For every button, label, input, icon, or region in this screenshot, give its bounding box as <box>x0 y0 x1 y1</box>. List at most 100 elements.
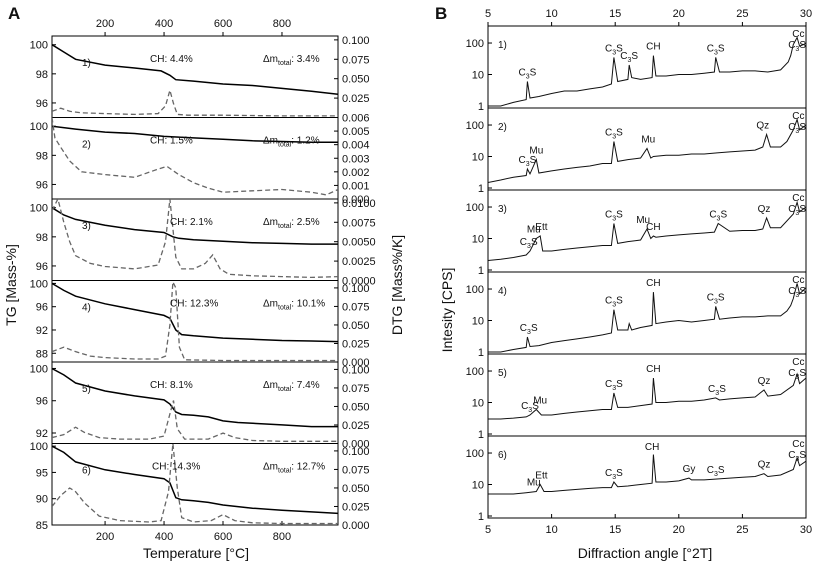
peak-label-c3s: C3S <box>521 401 539 414</box>
dtg-tick-label: 0.0000 <box>342 276 376 288</box>
peak-label-c3s: C3S <box>788 40 806 53</box>
dtg-curve <box>52 87 338 117</box>
panel-number: 2) <box>498 122 507 133</box>
tg-tick-label: 100 <box>30 363 48 375</box>
dtg-tick-label: 0.005 <box>342 126 370 138</box>
tg-tick-label: 100 <box>30 278 48 290</box>
intensity-tick-label: 1 <box>478 511 484 523</box>
peak-label-c3s: C3S <box>788 450 806 463</box>
intensity-tick-label: 100 <box>466 284 484 296</box>
intensity-tick-label: 100 <box>466 38 484 50</box>
ch-content-label: CH: 4.4% <box>150 54 193 65</box>
peak-label-cc: Cc <box>792 29 804 40</box>
panel-number: 4) <box>82 303 91 314</box>
intensity-tick-label: 10 <box>472 480 484 492</box>
top-temperature-tick-label: 200 <box>96 18 114 30</box>
dtg-tick-label: 0.075 <box>342 54 370 66</box>
tg-tick-label: 100 <box>30 441 48 453</box>
dtg-tick-label: 0.075 <box>342 301 370 313</box>
peak-label-c3s: C3S <box>605 468 623 481</box>
panel-frame <box>51 280 339 363</box>
panel-number: 6) <box>82 466 91 477</box>
intensity-tick-label: 100 <box>466 120 484 132</box>
top-angle-tick-label: 30 <box>800 8 812 20</box>
panel-number: 3) <box>82 221 91 232</box>
intensity-tick-label: 1 <box>478 429 484 441</box>
angle-tick-label: 25 <box>736 524 748 536</box>
peak-label-cc: Cc <box>792 111 804 122</box>
dtg-tick-label: 0.0100 <box>342 198 376 210</box>
peak-label-c3s: C3S <box>620 51 638 64</box>
peak-label-c3s: C3S <box>605 296 623 309</box>
xrd-x-axis-label: Diffraction angle [°2Τ] <box>578 545 713 561</box>
temperature-tick-label: 800 <box>273 531 291 543</box>
xrd-pattern <box>488 283 806 353</box>
intensity-tick-label: 1 <box>478 101 484 113</box>
tg-curve <box>52 207 338 245</box>
peak-label-ch: CH <box>646 222 660 233</box>
intensity-tick-label: 1 <box>478 265 484 277</box>
peak-label-mu: Mu <box>527 477 541 488</box>
dtg-tick-label: 0.000 <box>342 194 370 206</box>
dtg-tick-label: 0.100 <box>342 364 370 376</box>
peak-label-cc: Cc <box>792 439 804 450</box>
dtg-tick-label: 0.000 <box>342 357 370 369</box>
tg-tick-label: 100 <box>30 203 48 215</box>
peak-label-ett: Ett <box>535 222 547 233</box>
xrd-pattern <box>488 117 806 183</box>
panel-number: 1) <box>82 58 91 69</box>
peak-label-c3s: C3S <box>520 323 538 336</box>
tg-curve <box>52 44 338 95</box>
peak-label-mu: Mu <box>641 134 655 145</box>
panel-frame <box>487 435 807 519</box>
intensity-tick-label: 100 <box>466 366 484 378</box>
peak-label-mu: Mu <box>527 225 541 236</box>
ch-content-label: CH: 12.3% <box>170 299 218 310</box>
mass-loss-label: Δmtotal: 7.4% <box>263 380 320 393</box>
peak-label-c3s: C3S <box>605 127 623 140</box>
peak-label-c3s: C3S <box>707 43 725 56</box>
top-angle-tick-label: 5 <box>485 8 491 20</box>
mass-loss-label: Δmtotal: 3.4% <box>263 54 320 67</box>
ch-content-label: CH: 8.1% <box>150 380 193 391</box>
tg-tick-label: 95 <box>36 467 48 479</box>
temperature-tick-label: 600 <box>214 531 232 543</box>
peak-label-c3s: C3S <box>707 292 725 305</box>
tg-dtg-panel-6: 85 90 95 100 0.000 0.025 0.050 0.075 0.100 200 400… <box>30 441 370 543</box>
tg-axis-label: TG [Mass-%] <box>3 244 19 326</box>
tg-tick-label: 98 <box>36 232 48 244</box>
dtg-tick-label: 0.0075 <box>342 217 376 229</box>
peak-label-cc: Cc <box>792 275 804 286</box>
mass-loss-label: Δmtotal: 1.2% <box>263 136 320 149</box>
dtg-tick-label: 0.003 <box>342 153 370 165</box>
dtg-tick-label: 0.025 <box>342 501 370 513</box>
panel-b-letter: B <box>435 4 447 23</box>
top-angle-tick-label: 25 <box>736 8 748 20</box>
peak-label-gy: Gy <box>683 464 696 475</box>
peak-label-c3s: C3S <box>708 384 726 397</box>
dtg-tick-label: 0.000 <box>342 439 370 451</box>
ch-content-label: CH: 14.3% <box>152 462 200 473</box>
peak-label-qz: Qz <box>758 376 771 387</box>
peak-label-ch: CH <box>646 364 660 375</box>
dtg-tick-label: 0.025 <box>342 420 370 432</box>
tg-tick-label: 88 <box>36 348 48 360</box>
top-temperature-tick-label: 800 <box>273 18 291 30</box>
dtg-tick-label: 0.025 <box>342 93 370 105</box>
peak-label-c3s: C3S <box>709 209 727 222</box>
tg-tick-label: 100 <box>30 121 48 133</box>
panel-number: 4) <box>498 286 507 297</box>
peak-label-c3s: C3S <box>788 122 806 135</box>
dtg-tick-label: 0.050 <box>342 74 370 86</box>
tg-tick-label: 96 <box>36 179 48 191</box>
dtg-tick-label: 0.000 <box>342 520 370 532</box>
ch-content-label: CH: 2.1% <box>170 217 213 228</box>
dtg-tick-label: 0.0050 <box>342 237 376 249</box>
dtg-tick-label: 0.002 <box>342 167 370 179</box>
intensity-tick-label: 10 <box>472 70 484 82</box>
panel-frame <box>51 117 339 200</box>
peak-label-c3s: C3S <box>519 155 537 168</box>
peak-label-mu: Mu <box>533 395 547 406</box>
peak-label-c3s: C3S <box>520 237 538 250</box>
